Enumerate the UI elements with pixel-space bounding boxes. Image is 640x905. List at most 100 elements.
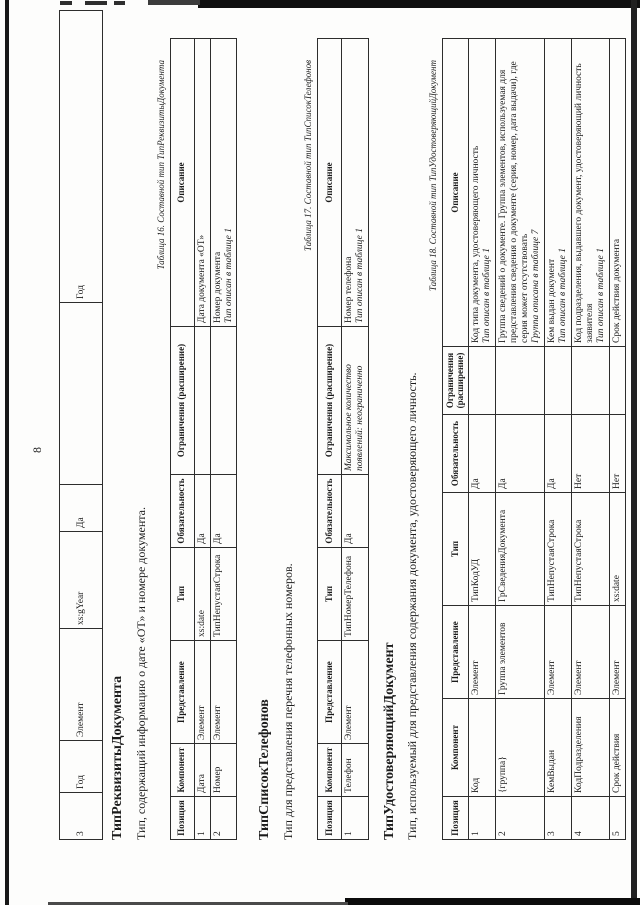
continuation-cell [59,302,103,485]
column-header: Ограничения (расширение) [442,346,469,415]
column-header: Представление [317,640,342,744]
type-reference-note: Тип описан в таблице 1 [595,248,606,343]
table-cell: ГрСведенияДокумента [495,492,545,606]
scan-edge-right-dash [85,1,107,5]
type-reference-note: Тип описан в таблице 1 [355,228,366,323]
table-cell: ТипНепустаяСтрока [571,492,610,606]
table-cell [544,346,572,415]
page-content: 3 Год Элемент xs:gYear Да Год ТипРеквизитыДок… [0,10,626,840]
section-intro: Тип для представления перечня телефонных… [280,563,295,840]
table-cell: КодПодразделения [571,698,610,797]
table-row: 1 Код Элемент ТипКодУД Да Код типа документа,… [468,38,496,840]
table-cell [468,346,496,415]
table-cell: Элемент [210,640,237,744]
type-reference-note: Тип описан в таблице 1 [557,248,568,343]
table-cell: Нет [571,414,610,493]
column-header: Описание [317,38,342,327]
section-tip-spisok-telefonov: ТипСписокТелефонов Тип для представления… [256,38,369,840]
table-cell: 2 [210,796,237,840]
table-cell: Нет [609,414,626,493]
section-heading: ТипУдостоверяющийДокумент [381,642,397,840]
column-header: Представление [442,605,469,699]
description-cell: Дата документа «ОТ» [194,38,211,327]
column-header: Компонент [442,698,469,797]
column-header: Ограничения (расширение) [317,326,342,475]
section-intro: Тип, содержащий информацию о дате «ОТ» и… [133,507,148,840]
column-header: Позиция [442,796,469,840]
table-cell: 1 [468,796,496,840]
table-row: 5 Срок действия Элемент xs:date Нет Срок дейс… [609,38,626,840]
table-cell: Максимальное количество появлений: неогр… [341,326,369,475]
header-row: Позиция Компонент Представление Тип Обязател… [170,38,195,840]
table-row: 2 {группа} Группа элементов ГрСведенияДокум… [495,38,545,840]
header-row: Позиция Компонент Представление Тип Обязател… [442,38,469,840]
table-caption: Таблица 16. Составной тип ТипРеквизитыДо… [155,60,166,270]
section-intro: Тип, используемый для представления соде… [405,372,420,840]
section-tip-udostoveryayushchiy-dokument: ТипУдостоверяющийДокумент Тип, используе… [381,38,626,840]
table-row: 1 Телефон Элемент ТипНомерТелефона Да Максима… [341,38,369,840]
type-reference-note: Тип описан в таблице 1 [482,248,493,343]
table-cell: Да [341,474,369,548]
table-cell [571,346,610,415]
table-cell: {группа} [495,698,545,797]
table-cell: КемВыдан [544,698,572,797]
table-row: 4 КодПодразделения Элемент ТипНепустаяСтрок… [571,38,610,840]
table-cell: Да [194,474,211,548]
description-cell: Номер телефона Тип описан в таблице 1 [341,38,369,327]
column-header: Тип [170,547,195,641]
continuation-cell: Год [59,740,103,793]
description-cell: Номер документа Тип описан в таблице 1 [210,38,237,327]
table-cell: 1 [341,796,369,840]
table-cell: Элемент [544,605,572,699]
table-cell: Номер [210,743,237,797]
table-cell: 4 [571,796,610,840]
section-heading: ТипРеквизитыДокумента [110,675,125,840]
type-reference-note: Группа описана в таблице 7 [531,229,542,343]
column-header: Позиция [317,796,342,840]
column-header: Обязательность [442,414,469,493]
header-row: Позиция Компонент Представление Тип Обязател… [317,38,342,840]
table-cell: Да [468,414,496,493]
table-cell: ТипНепустаяСтрока [544,492,572,606]
continuation-cell: 3 [59,792,103,840]
column-header: Позиция [170,796,195,840]
table-cell [495,346,545,415]
scan-edge-left [345,898,640,905]
table-cell: ТипНепустаяСтрока [210,547,237,641]
continuation-table: 3 Год Элемент xs:gYear Да Год [59,10,103,840]
column-header: Компонент [317,743,342,797]
table-cell: Да [210,474,237,548]
table-cell: Элемент [194,640,211,744]
table-cell: ТипКодУД [468,492,496,606]
column-header: Обязательность [317,474,342,548]
composite-type-table: Позиция Компонент Представление Тип Обязател… [317,38,369,840]
table-cell: Элемент [609,605,626,699]
scan-edge-right-fade [148,0,200,5]
table-cell: xs:date [609,492,626,606]
description-cell: Код типа документа, удостоверяющего личн… [468,38,496,347]
scan-edge-bottom [631,0,637,905]
column-header: Ограничения (расширение) [170,326,195,475]
description-cell: Кем выдан документ Тип описан в таблице 1 [544,38,572,347]
type-reference-note: Тип описан в таблице 1 [223,228,234,323]
continuation-cell: Элемент [59,628,103,741]
scan-edge-right-dash [114,1,125,5]
table-cell: Да [495,414,545,493]
composite-type-table: Позиция Компонент Представление Тип Обязател… [169,38,238,840]
table-cell: Телефон [341,743,369,797]
column-header: Описание [170,38,195,327]
table-cell: xs:date [194,547,211,641]
table-cell [194,326,211,475]
table-cell: Срок действия [609,698,626,797]
column-header: Тип [317,547,342,641]
table-cell: Дата [194,743,211,797]
table-cell: Элемент [341,640,369,744]
table-caption: Таблица 17. Составной тип ТипСписокТелеф… [303,60,314,252]
description-cell: Код подразделения, выдавшего документ, у… [571,38,610,347]
column-header: Описание [442,38,469,347]
section-heading: ТипСписокТелефонов [257,699,273,840]
table-cell: Да [544,414,572,493]
table-cell [210,326,237,475]
continuation-cell: Да [59,484,103,532]
